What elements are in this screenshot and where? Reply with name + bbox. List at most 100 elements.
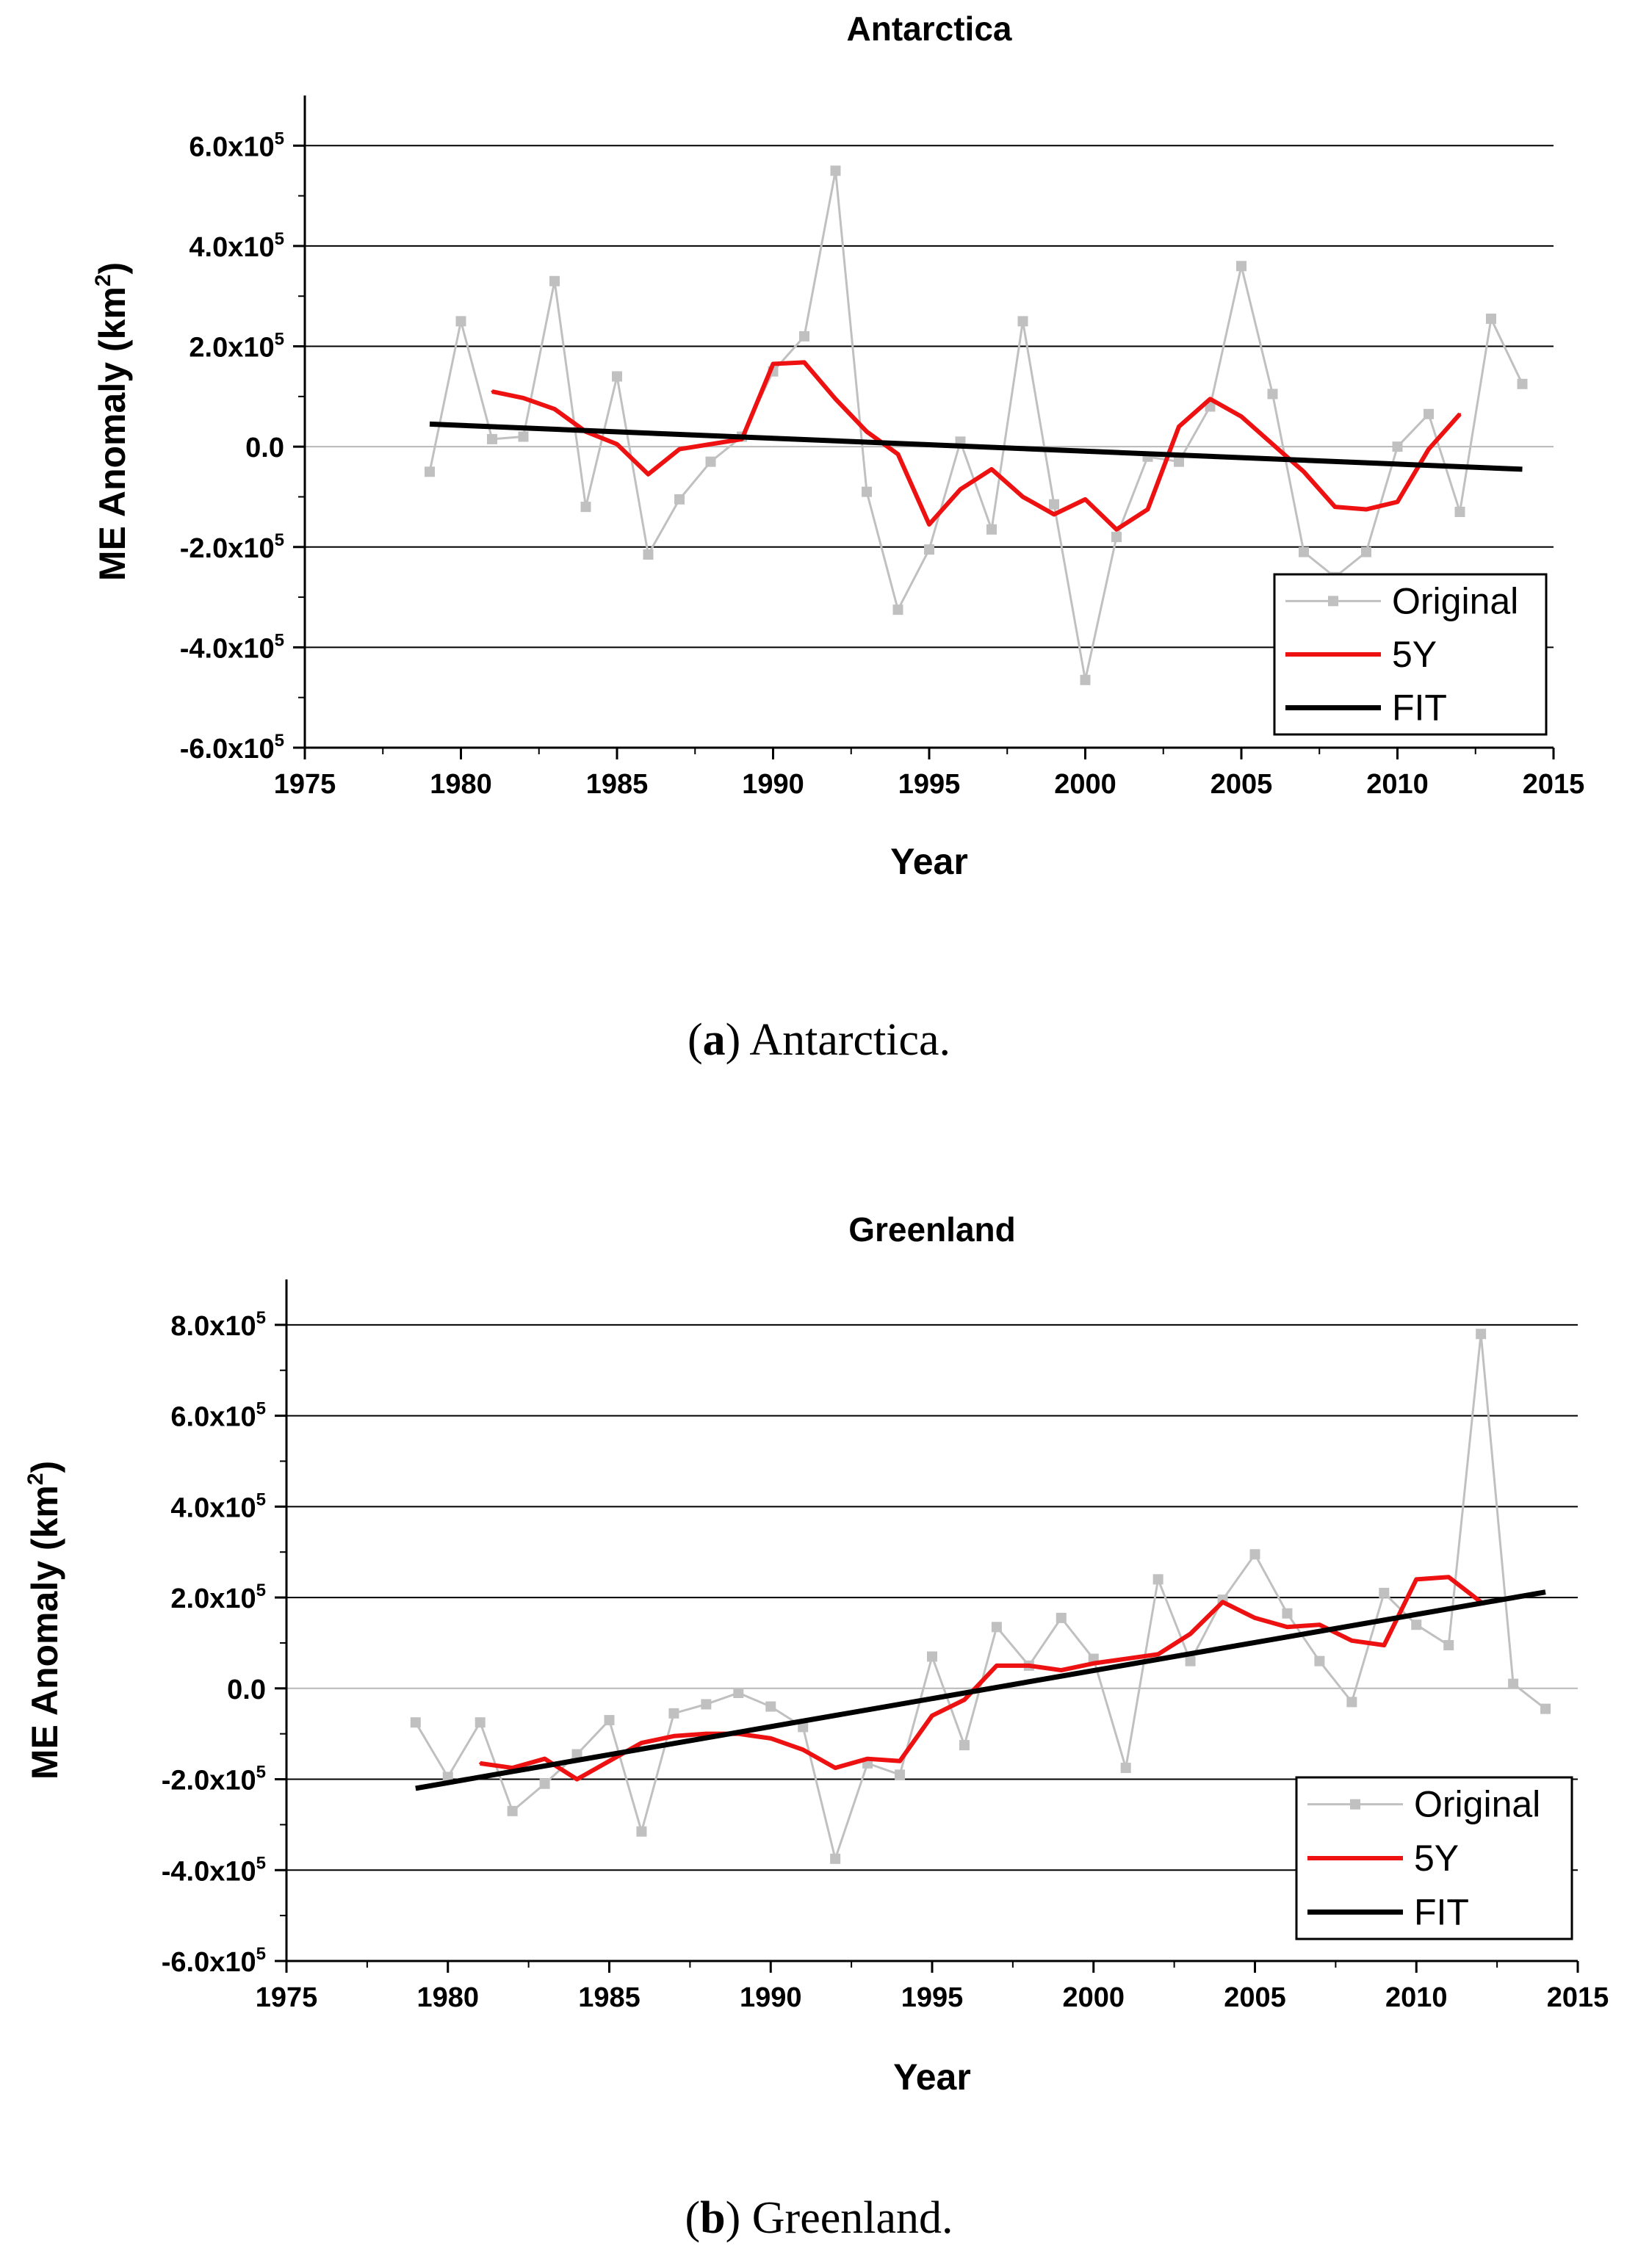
original-point	[507, 1805, 518, 1816]
y-tick-label: 0.0	[227, 1675, 266, 1705]
original-point	[425, 466, 435, 477]
original-point	[643, 549, 654, 560]
original-point	[1120, 1763, 1131, 1774]
x-tick-label: 1975	[256, 1982, 318, 2013]
x-tick-label: 1990	[742, 769, 804, 800]
original-point	[1267, 389, 1278, 400]
x-tick-label: 1995	[901, 1982, 964, 2013]
series-original-line	[414, 1334, 1546, 1863]
fiveyear-point	[1053, 513, 1056, 516]
fiveyear-point	[865, 430, 868, 433]
fiveyear-point	[710, 443, 712, 446]
series-5y-line	[480, 1575, 1482, 1782]
y-tick-label: -6.0x105	[180, 731, 284, 765]
fiveyear-point	[640, 1741, 643, 1744]
y-tick-label: -4.0x105	[162, 1853, 266, 1887]
x-tick-label: 2015	[1547, 1982, 1609, 2013]
fiveyear-point	[678, 448, 681, 451]
original-point	[1454, 506, 1465, 517]
x-tick-label: 1980	[430, 769, 492, 800]
fiveyear-point	[522, 397, 524, 400]
fiveyear-point	[704, 1733, 707, 1736]
y-tick-label: 6.0x105	[189, 129, 284, 162]
original-point	[1299, 546, 1309, 557]
original-point	[799, 331, 809, 342]
original-point	[1392, 441, 1403, 452]
original-point	[959, 1740, 970, 1751]
series-fit-line	[415, 1589, 1546, 1791]
original-point	[895, 1769, 906, 1780]
fiveyear-point	[1285, 1625, 1288, 1628]
original-point	[986, 524, 997, 535]
fiveyear-point	[866, 1758, 869, 1760]
series-original-line	[428, 170, 1523, 681]
legend: Original 5Y FIT	[1295, 1776, 1573, 1940]
fiveyear-point	[898, 1760, 901, 1763]
original-point	[1424, 408, 1434, 419]
original-point	[1517, 378, 1528, 389]
fiveyear-point	[1459, 413, 1461, 416]
original-point	[1152, 1574, 1163, 1585]
fiveyear-point	[1092, 1662, 1095, 1665]
original-point	[1185, 1655, 1196, 1666]
x-tick-label: 2000	[1054, 769, 1116, 800]
fiveyear-point	[1447, 1575, 1450, 1578]
y-tick-label: 0.0	[245, 433, 284, 463]
fiveyear-point	[769, 1737, 772, 1740]
original-point	[1174, 456, 1184, 467]
fiveyear-point	[608, 1760, 610, 1763]
original-point	[705, 456, 716, 467]
fiveyear-point	[801, 1748, 804, 1751]
fiveyear-point	[1427, 448, 1430, 451]
fiveyear-point	[803, 361, 806, 364]
fiveyear-point	[772, 362, 774, 365]
original-point	[571, 1749, 582, 1760]
original-point	[518, 431, 529, 442]
x-tick-label: 1995	[898, 769, 961, 800]
fiveyear-point	[1028, 1664, 1031, 1667]
original-point	[927, 1651, 937, 1662]
y-axis-label: ME Anomaly (km2)	[91, 262, 133, 581]
original-point	[1486, 313, 1496, 324]
fiveyear-point	[616, 443, 618, 446]
fiveyear-point	[1415, 1578, 1418, 1581]
original-point	[1080, 674, 1091, 685]
original-point	[410, 1717, 421, 1728]
original-point	[636, 1826, 647, 1837]
y-tick-label: -2.0x105	[180, 530, 284, 564]
fiveyear-point	[1060, 1669, 1063, 1672]
original-point	[1346, 1697, 1357, 1708]
fiveyear-point	[647, 473, 649, 476]
x-tick-label: 2010	[1385, 1982, 1448, 2013]
x-tick-label: 2015	[1523, 769, 1585, 800]
original-point	[830, 165, 841, 176]
legend-label: 5Y	[1414, 1838, 1459, 1879]
original-point	[674, 494, 685, 505]
x-tick-label: 2005	[1224, 1982, 1286, 2013]
fiveyear-point	[1222, 1600, 1224, 1603]
original-point	[1056, 1612, 1067, 1623]
original-point	[701, 1699, 712, 1710]
original-point	[549, 275, 560, 286]
x-tick-label: 1985	[586, 769, 649, 800]
original-point	[1236, 261, 1246, 272]
fiveyear-point	[1382, 1644, 1385, 1647]
y-tick-label: -4.0x105	[180, 630, 284, 664]
fiveyear-point	[1189, 1633, 1192, 1636]
y-tick-label: 8.0x105	[170, 1308, 266, 1342]
chart-greenland: Greenland 1975 1980 1985 1990 1995 2000 2005 201…	[24, 1210, 1609, 2243]
fiveyear-point	[511, 1766, 514, 1769]
chart-title: Greenland	[848, 1210, 1016, 1249]
fiveyear-point	[990, 468, 993, 471]
original-point	[1361, 546, 1371, 557]
original-point	[1411, 1619, 1422, 1630]
original-point	[798, 1722, 809, 1733]
legend-label: FIT	[1414, 1891, 1469, 1932]
x-axis-label: Year	[893, 2056, 971, 2098]
original-point	[765, 1701, 776, 1712]
original-point	[1282, 1608, 1293, 1619]
original-point	[1049, 499, 1059, 510]
fiveyear-point	[1254, 1617, 1256, 1619]
fiveyear-point	[928, 523, 931, 526]
fiveyear-point	[1125, 1658, 1128, 1661]
